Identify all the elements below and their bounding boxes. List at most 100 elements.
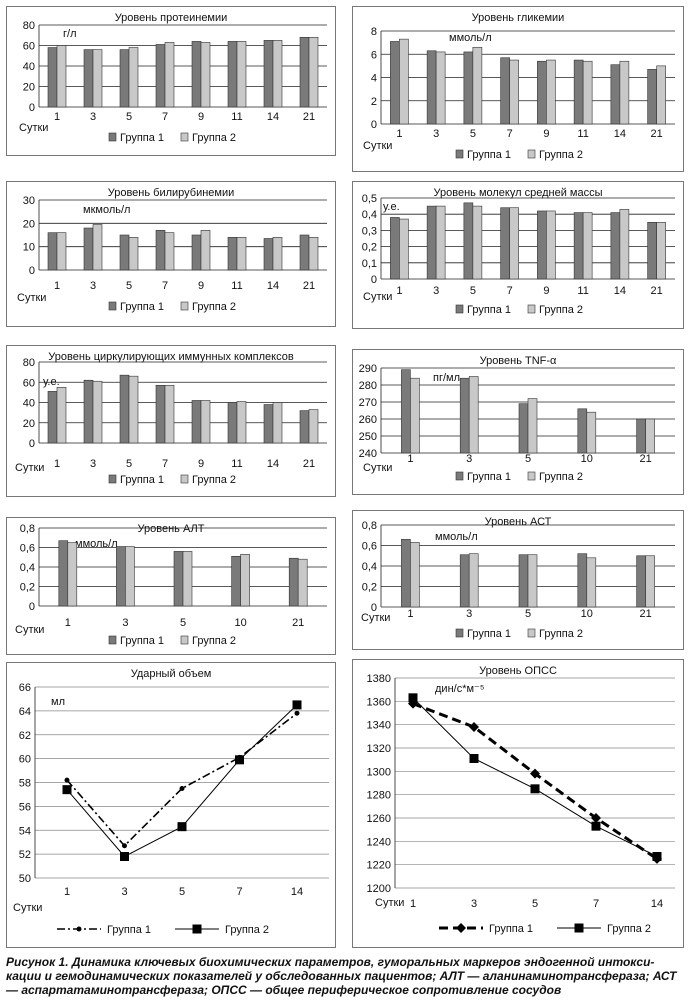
bar-1 [47,391,58,444]
bar-1 [463,202,474,280]
chart-panel-cic: Уровень циркулирующих иммунных комплексо… [6,345,336,497]
y-tick-label: 4 [371,73,377,85]
x-tick-label: 3 [90,111,96,123]
legend-label-2: Группа 2 [192,132,236,144]
y-tick-label: 30 [23,195,35,207]
bar-1 [573,212,584,280]
y-tick-label: 6 [371,49,377,61]
x-tick-label: 9 [543,285,549,297]
unit-label: у.е. [383,201,400,213]
legend-swatch-2 [180,301,189,311]
bar-2 [164,42,175,108]
bar-2 [527,554,538,608]
bar-1 [83,49,94,108]
unit-label: мкмоль/л [83,204,130,216]
y-tick-label: 1200 [367,883,391,895]
data-point-1 [294,710,300,716]
legend-swatch-2 [527,304,536,314]
data-point-2 [235,755,244,765]
y-tick-label: 54 [19,825,31,837]
bar-1 [263,404,274,444]
bar-2 [164,232,175,271]
bar-2 [125,546,135,607]
data-point-2 [530,784,540,794]
bar-1 [647,221,657,280]
y-tick-label: 0,2 [362,582,377,594]
x-axis-label: Сутки [361,612,390,624]
legend-swatch-2 [180,132,189,142]
bar-1 [500,57,510,125]
bar-1 [191,41,202,108]
bar-2 [399,38,409,125]
legend-marker-2 [574,923,584,933]
bar-2 [399,218,409,280]
x-tick-label: 3 [90,280,96,292]
y-tick-label: 66 [19,682,31,694]
x-tick-label: 7 [162,458,168,470]
legend-swatch-2 [180,635,189,645]
x-axis-label: Сутки [375,897,404,909]
x-tick-label: 5 [525,608,531,620]
y-tick-label: 20 [23,418,35,430]
bar-2 [200,42,211,108]
bar-1 [155,230,166,271]
y-tick-label: 40 [23,398,35,410]
chart-panel-tnf: Уровень TNF-α 240 250 260 270 280 290 пг/мл 1 3 5 1… [352,349,684,495]
y-tick-label: 0,8 [362,520,377,532]
bar-1 [191,234,202,271]
unit-label: пг/мл [433,372,460,384]
bar-2 [200,230,211,271]
y-tick-label: 0 [371,274,377,286]
bar-2 [200,400,211,444]
x-tick-label: 11 [231,111,242,123]
x-tick-label: 3 [90,458,96,470]
bar-2 [527,398,538,454]
bar-1 [263,238,274,271]
x-tick-label: 5 [179,886,185,898]
y-tick-label: 0 [29,265,35,277]
legend-label-1: Группа 1 [467,471,511,483]
bar-1 [155,384,166,444]
x-tick-label: 14 [614,128,626,140]
y-tick-label: 260 [359,414,377,426]
x-tick-label: 21 [651,128,663,140]
figure-caption: Рисунок 1. Динамика ключевых биохимическ… [6,955,688,997]
bar-1 [299,234,310,271]
bar-2 [272,402,283,444]
x-tick-label: 14 [267,458,279,470]
legend-label-2: Группа 2 [539,304,583,316]
bar-2 [586,411,597,454]
data-point-1 [530,768,540,779]
x-tick-label: 7 [162,280,168,292]
data-point-1 [591,813,601,823]
legend-label-1: Группа 1 [489,923,533,935]
x-tick-label: 10 [581,608,593,620]
bar-1 [116,546,126,607]
x-axis-label: Сутки [15,462,44,474]
bar-1 [401,539,411,608]
bar-1 [463,51,474,125]
y-tick-label: 0,2 [20,582,35,594]
bar-2 [656,65,666,125]
x-axis-label: Сутки [19,122,48,134]
x-tick-label: 11 [577,285,588,297]
x-tick-label: 11 [231,280,242,292]
y-tick-label: 0 [371,602,377,614]
data-point-2 [292,700,302,710]
bar-1 [119,49,130,108]
bar-1 [47,47,58,108]
legend-label-2: Группа 2 [539,149,583,161]
x-tick-label: 1 [64,886,70,898]
bar-1 [426,205,437,280]
y-tick-label: 8 [371,26,377,38]
x-tick-label: 21 [303,458,315,470]
y-tick-label: 0 [29,601,35,613]
x-axis-label: Сутки [363,462,392,474]
data-point-1 [64,777,70,783]
bar-2 [410,377,420,454]
bar-1 [299,36,310,108]
bar-2 [656,221,666,280]
y-tick-label: 0 [29,438,35,450]
chart-panel-alt: Уровень АЛТ 0 0,2 0,4 0,6 0,8 ммоль/л 1 3 5 10 21 Су… [6,517,336,655]
y-tick-label: 1340 [367,720,391,732]
